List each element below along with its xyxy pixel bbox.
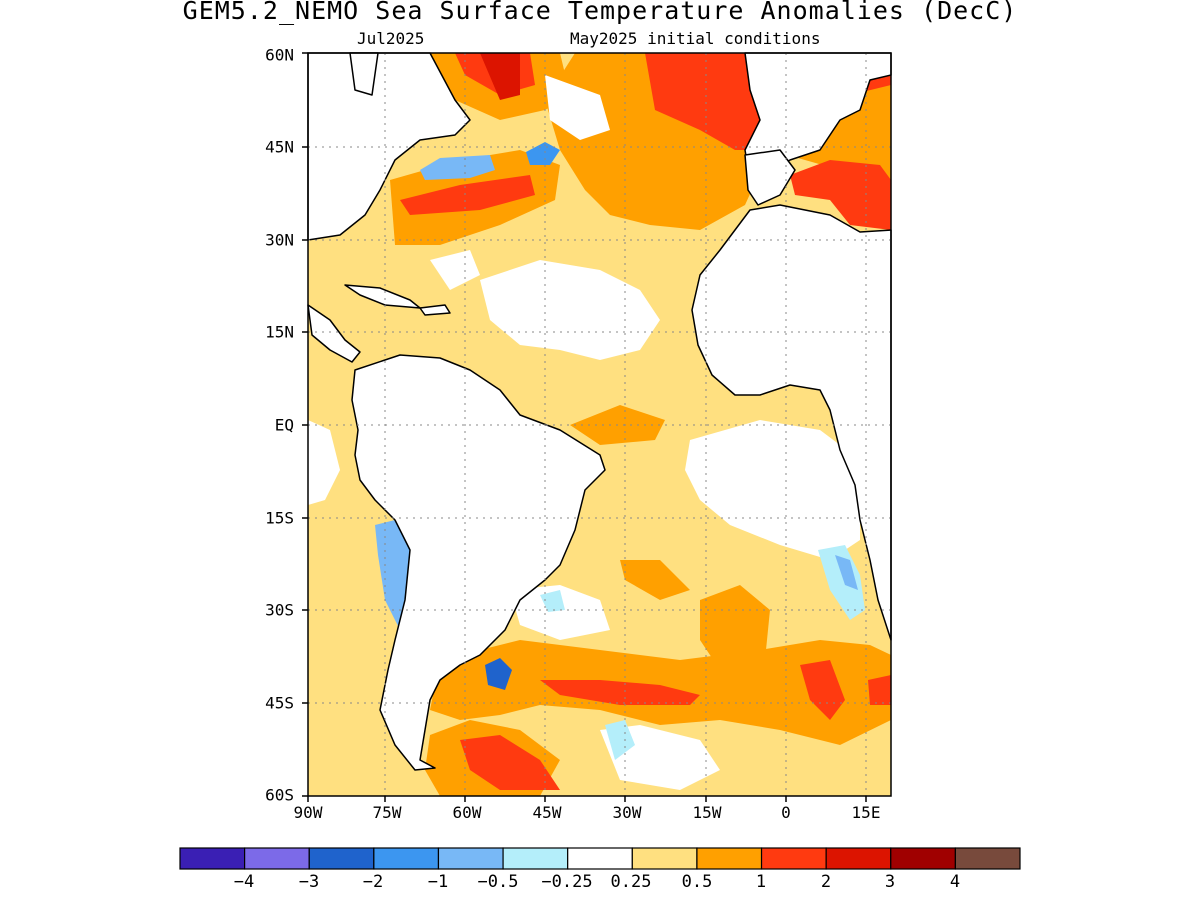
colorbar-swatch — [308, 847, 375, 870]
colorbar-swatch — [760, 847, 827, 870]
colorbar-swatch — [373, 847, 440, 870]
colorbar-swatch — [244, 847, 310, 870]
lon-label-90w: 90W — [293, 803, 323, 822]
valid-month-label: Jul2025 — [357, 29, 425, 48]
colorbar-label: 1 — [755, 872, 767, 892]
colorbar-label: 0.5 — [681, 872, 713, 892]
colorbar-label: −2 — [362, 872, 384, 892]
colorbar-label: 4 — [949, 872, 961, 892]
south-america — [351, 354, 606, 771]
lon-label-75w: 75W — [372, 803, 402, 822]
colorbar — [179, 847, 1021, 870]
colorbar-swatch — [502, 847, 569, 870]
colorbar-swatch — [631, 847, 698, 870]
lon-label-45w: 45W — [532, 803, 562, 822]
colorbar-swatch — [890, 847, 956, 870]
colorbar-swatch — [437, 847, 504, 870]
colorbar-label: 2 — [820, 872, 832, 892]
lon-label-30w: 30W — [612, 803, 642, 822]
colorbar-label: −0.25 — [541, 872, 593, 892]
lat-label-60n: 60N — [265, 45, 294, 65]
lat-label-30s: 30S — [265, 600, 294, 620]
lat-label-45n: 45N — [265, 137, 294, 157]
lat-label-15n: 15N — [265, 322, 294, 342]
lon-label-0: 0 — [781, 803, 791, 822]
lat-label-60s: 60S — [265, 785, 294, 805]
colorbar-swatch — [179, 847, 246, 870]
colorbar-label: −1 — [427, 872, 449, 892]
colorbar-swatch — [825, 847, 892, 870]
lon-label-60w: 60W — [452, 803, 482, 822]
iberia — [744, 149, 796, 206]
colorbar-label: 0.25 — [610, 872, 652, 892]
colorbar-label: −3 — [298, 872, 320, 892]
lon-label-15w: 15W — [692, 803, 722, 822]
lat-label-eq: EQ — [274, 415, 294, 435]
central-america — [307, 304, 361, 363]
land-masses — [307, 52, 892, 771]
colorbar-swatch — [954, 847, 1021, 870]
lon-label-15e: 15E — [851, 803, 881, 822]
colorbar-label: −4 — [233, 872, 255, 892]
colorbar-label: −0.5 — [477, 872, 519, 892]
lat-label-45s: 45S — [265, 693, 294, 713]
colorbar-label: 3 — [884, 872, 896, 892]
africa — [691, 204, 892, 641]
lat-label-30n: 30N — [265, 230, 294, 250]
colorbar-swatch — [567, 847, 633, 870]
init-conditions-label: May2025 initial conditions — [570, 29, 821, 48]
north-america — [307, 52, 471, 241]
colorbar-swatch — [696, 847, 763, 870]
lat-label-15s: 15S — [265, 508, 294, 528]
hispaniola — [419, 304, 451, 316]
axis-ticks — [302, 52, 867, 802]
plot-title: GEM5.2_NEMO Sea Surface Temperature Anom… — [182, 0, 1018, 25]
grid-lines — [308, 53, 891, 796]
